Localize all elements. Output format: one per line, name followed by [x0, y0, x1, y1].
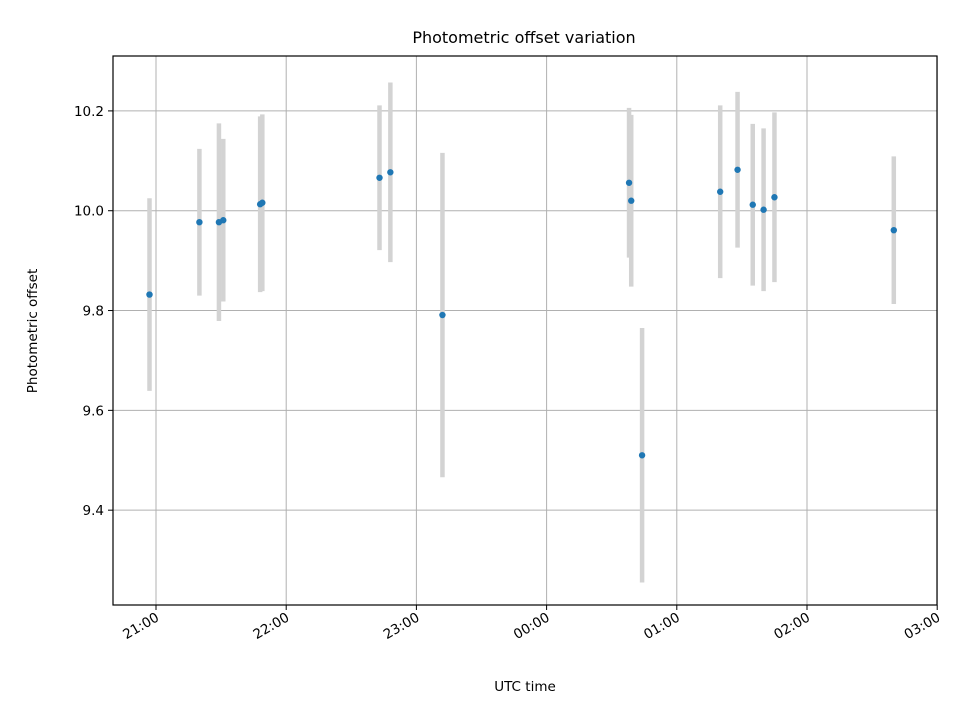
data-point: [196, 218, 203, 226]
x-tick-label: 00:00: [511, 610, 553, 643]
data-point: [259, 199, 266, 206]
data-point: [771, 194, 778, 201]
x-axis: 21:00 22:00 23:00 00:00 01:00 02:00 03:00: [120, 605, 943, 643]
y-tick-label: 9.6: [83, 403, 104, 419]
data-point: [376, 174, 383, 181]
data-point: [439, 311, 446, 319]
x-tick-label: 21:00: [120, 610, 162, 643]
x-tick-label: 23:00: [381, 610, 423, 643]
data-point: [146, 291, 153, 298]
y-tick-label: 10.0: [74, 204, 104, 220]
y-tick-label: 9.4: [83, 503, 104, 519]
data-point: [220, 217, 227, 224]
chart-title: Photometric offset variation: [412, 28, 635, 47]
data-point: [749, 201, 756, 208]
y-axis: 9.4 9.6 9.8 10.0 10.2: [74, 104, 113, 519]
x-tick-label: 01:00: [641, 610, 683, 643]
data-point: [638, 452, 646, 459]
y-axis-label: Photometric offset: [25, 269, 41, 393]
data-point: [625, 179, 633, 186]
x-tick-label: 22:00: [251, 610, 293, 643]
y-tick-label: 9.8: [83, 304, 104, 320]
data-point: [890, 226, 897, 234]
grid: [113, 56, 938, 605]
data-markers: [146, 166, 897, 459]
x-tick-label: 02:00: [771, 610, 813, 643]
error-bars: [147, 82, 897, 583]
data-point: [717, 188, 724, 195]
data-point: [628, 197, 635, 204]
data-point: [760, 206, 767, 213]
data-point: [734, 166, 741, 173]
x-axis-label: UTC time: [494, 679, 556, 695]
x-tick-label: 03:00: [902, 610, 944, 643]
plot-frame: [112, 55, 938, 606]
data-point: [387, 169, 394, 176]
y-tick-label: 10.2: [74, 104, 104, 120]
